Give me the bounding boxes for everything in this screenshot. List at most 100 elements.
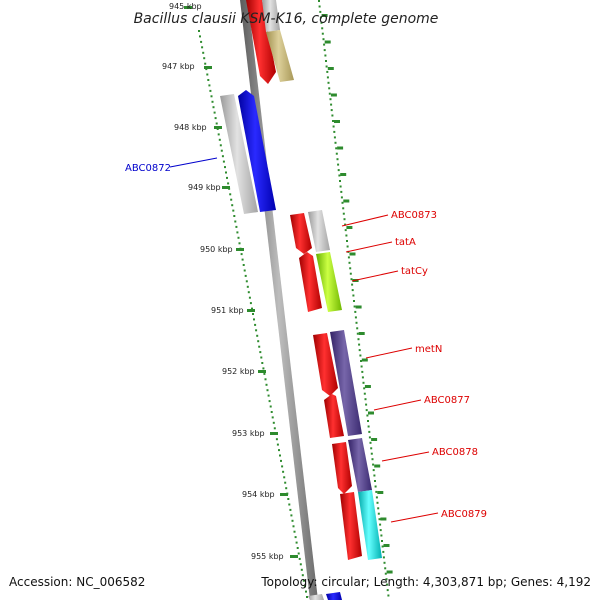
ruler-dot-outer bbox=[323, 43, 326, 46]
ruler-dot-outer bbox=[361, 376, 364, 379]
outer-tick-mark bbox=[377, 491, 384, 494]
label-tatcy[interactable]: tatCy bbox=[401, 266, 428, 277]
ruler-dot-outer bbox=[332, 125, 335, 128]
outer-tick-mark bbox=[364, 385, 371, 388]
ruler-dot-outer bbox=[331, 114, 334, 117]
ruler-dot-inner bbox=[212, 106, 215, 109]
inner-dotted-ring bbox=[198, 30, 308, 598]
kbp-tick-mark bbox=[204, 66, 212, 69]
ruler-dot-inner bbox=[214, 117, 217, 120]
ruler-dot-outer bbox=[339, 180, 341, 182]
outer-tick-mark bbox=[346, 226, 353, 229]
ruler-dot-outer bbox=[330, 103, 333, 106]
ruler-dot-inner bbox=[295, 541, 298, 544]
ruler-dot-outer bbox=[386, 583, 389, 586]
kbp-tick-label: 951 kbp bbox=[211, 306, 244, 315]
ruler-dot-outer bbox=[338, 174, 341, 177]
ruler-dot-outer bbox=[346, 245, 349, 248]
ruler-dot-outer bbox=[326, 76, 329, 79]
ruler-dot-outer bbox=[372, 469, 375, 472]
ruler-dot-outer bbox=[370, 452, 373, 455]
ruler-dot-outer bbox=[387, 594, 390, 597]
outer-tick-mark bbox=[330, 93, 337, 97]
ruler-dot-inner bbox=[226, 176, 228, 179]
gene-red-tata bbox=[299, 252, 322, 312]
ruler-dot-inner bbox=[253, 318, 255, 321]
ruler-dot-inner bbox=[242, 264, 245, 266]
ruler-dot-outer bbox=[334, 141, 337, 144]
ruler-dot-outer bbox=[349, 272, 352, 275]
ruler-dot-inner bbox=[299, 563, 302, 566]
label-abc0879[interactable]: ABC0879 bbox=[441, 509, 487, 520]
leader-tata bbox=[345, 241, 393, 253]
ruler-dot-outer bbox=[330, 109, 333, 112]
ruler-dot-inner bbox=[291, 519, 294, 522]
ruler-dot-inner bbox=[230, 198, 233, 201]
ruler-dot-outer bbox=[364, 398, 367, 401]
kbp-tick-mark bbox=[247, 309, 255, 312]
gene-lime-tatcy bbox=[316, 252, 342, 312]
ruler-dot-inner bbox=[247, 291, 250, 294]
outer-tick-mark bbox=[386, 570, 393, 574]
ruler-dot-outer bbox=[373, 474, 376, 477]
ruler-dot-outer bbox=[342, 212, 345, 215]
ruler-dot-outer bbox=[344, 229, 347, 232]
label-abc0872[interactable]: ABC0872 bbox=[125, 163, 171, 174]
ruler-dot-outer bbox=[335, 147, 338, 150]
ruler-dot-inner bbox=[282, 470, 285, 473]
ruler-dot-inner bbox=[275, 438, 278, 441]
label-abc0873[interactable]: ABC0873 bbox=[391, 210, 437, 221]
genome-summary-text: Topology: circular; Length: 4,303,871 bp… bbox=[260, 575, 591, 589]
ruler-dot-inner bbox=[256, 334, 259, 337]
ruler-dot-outer bbox=[377, 507, 380, 510]
ruler-dot-inner bbox=[268, 400, 271, 403]
ruler-dot-inner bbox=[270, 411, 273, 413]
outer-tick-mark bbox=[374, 464, 381, 468]
leader-abc0873 bbox=[341, 214, 389, 227]
ruler-dot-outer bbox=[353, 305, 356, 308]
gene-grey-forward-top bbox=[262, 0, 280, 32]
ruler-dot-outer bbox=[332, 120, 334, 122]
label-abc0877[interactable]: ABC0877 bbox=[424, 395, 470, 406]
ruler-dot-inner bbox=[260, 356, 263, 359]
ruler-dot-outer bbox=[367, 420, 369, 422]
ruler-dot-outer bbox=[351, 289, 354, 292]
ruler-dot-outer bbox=[354, 316, 357, 319]
ruler-dot-outer bbox=[381, 545, 384, 548]
ruler-dot-inner bbox=[210, 95, 213, 98]
ruler-dot-outer bbox=[378, 518, 381, 521]
label-tata[interactable]: tatA bbox=[395, 237, 416, 248]
ruler-dot-outer bbox=[354, 310, 357, 313]
ruler-dot-inner bbox=[208, 84, 211, 87]
forward-strand-genes bbox=[262, 0, 382, 560]
ruler-dot-inner bbox=[255, 329, 258, 332]
ruler-dot-outer bbox=[379, 523, 382, 526]
ruler-dot-inner bbox=[289, 508, 292, 511]
gene-blue-bottom bbox=[326, 592, 342, 600]
kbp-tick-label: 948 kbp bbox=[174, 123, 207, 132]
ruler-dot-inner bbox=[269, 405, 272, 408]
ruler-dot-outer bbox=[371, 458, 374, 461]
ruler-dot-inner bbox=[271, 416, 274, 419]
ruler-dot-outer bbox=[369, 441, 372, 444]
ruler-dot-outer bbox=[344, 223, 347, 226]
ruler-dot-outer bbox=[339, 185, 342, 188]
label-abc0878[interactable]: ABC0878 bbox=[432, 447, 478, 458]
ruler-dot-inner bbox=[248, 296, 251, 299]
ruler-dot-outer bbox=[321, 27, 324, 30]
ruler-dot-inner bbox=[217, 133, 220, 136]
ruler-dot-outer bbox=[383, 561, 386, 564]
leader-abc0879 bbox=[390, 512, 439, 523]
ruler-dot-inner bbox=[207, 79, 210, 81]
outer-dotted-ring bbox=[318, 0, 390, 597]
ruler-dot-outer bbox=[318, 0, 320, 2]
ruler-dot-outer bbox=[325, 65, 328, 68]
ruler-dot-inner bbox=[252, 313, 254, 315]
ruler-dot-inner bbox=[276, 443, 279, 446]
ruler-dot-outer bbox=[380, 534, 383, 537]
gene-blue-abc0872 bbox=[238, 90, 276, 212]
ruler-dot-inner bbox=[240, 253, 243, 256]
label-metn[interactable]: metN bbox=[415, 344, 442, 355]
kbp-tick-mark bbox=[236, 248, 244, 251]
ruler-dot-outer bbox=[361, 370, 364, 373]
